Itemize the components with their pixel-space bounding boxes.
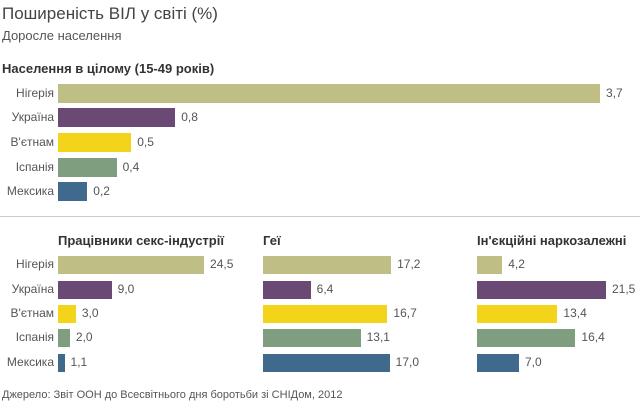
value-label: 7,0 <box>525 355 542 369</box>
category-label: Україна <box>11 282 54 296</box>
panel-title: Працівники секс-індустрії <box>58 233 225 248</box>
category-label: Україна <box>11 110 54 124</box>
value-label: 24,5 <box>210 257 234 271</box>
bar <box>263 354 390 372</box>
bar <box>477 329 576 347</box>
bar <box>477 305 558 323</box>
value-label: 2,0 <box>75 330 93 344</box>
panel-title: Ін'єкційні наркозалежні <box>477 233 627 248</box>
value-label: 6,4 <box>316 282 334 296</box>
value-label: 3,0 <box>81 306 99 320</box>
bar <box>58 182 88 201</box>
value-label: 4,2 <box>508 257 525 271</box>
panel-title: Геї <box>263 233 281 248</box>
value-label: 0,5 <box>137 135 154 149</box>
bar <box>58 354 65 372</box>
bar <box>58 108 176 127</box>
bar <box>58 158 117 177</box>
value-label: 3,7 <box>606 86 623 100</box>
bar <box>58 305 76 323</box>
category-label: Мексика <box>6 355 54 369</box>
value-label: 13,1 <box>366 330 390 344</box>
chart-subtitle: Доросле населення <box>2 28 122 43</box>
value-label: 13,4 <box>563 306 587 320</box>
category-label: Нігерія <box>16 86 54 100</box>
divider <box>0 216 640 217</box>
bar <box>477 281 606 299</box>
bar <box>477 354 519 372</box>
category-label: Мексика <box>6 184 54 198</box>
chart-title: Поширеність ВІЛ у світі (%) <box>2 4 218 23</box>
value-label: 1,1 <box>70 355 88 369</box>
value-label: 21,5 <box>612 282 636 296</box>
value-label: 0,8 <box>181 110 198 124</box>
bar <box>58 256 205 274</box>
bar <box>263 281 311 299</box>
value-label: 16,7 <box>393 306 417 320</box>
bar <box>263 305 388 323</box>
value-label: 17,0 <box>395 355 419 369</box>
bar <box>263 256 392 274</box>
value-label: 0,4 <box>122 160 140 174</box>
category-label: В'єтнам <box>10 135 54 149</box>
category-label: Іспанія <box>15 160 54 174</box>
value-label: 9,0 <box>117 282 135 296</box>
value-label: 17,2 <box>397 257 421 271</box>
value-label: 16,4 <box>581 330 605 344</box>
bar <box>58 281 112 299</box>
category-label: Нігерія <box>16 257 54 271</box>
bar <box>58 133 132 152</box>
bar <box>263 329 361 347</box>
bar <box>58 329 70 347</box>
category-label: Іспанія <box>15 330 54 344</box>
category-label: В'єтнам <box>10 306 54 320</box>
source-note: Джерело: Звіт ООН до Всесвітнього дня бо… <box>2 389 343 401</box>
bar <box>58 84 601 103</box>
bar <box>477 256 503 274</box>
panel-title: Населення в цілому (15-49 років) <box>2 61 215 76</box>
value-label: 0,2 <box>93 184 110 198</box>
